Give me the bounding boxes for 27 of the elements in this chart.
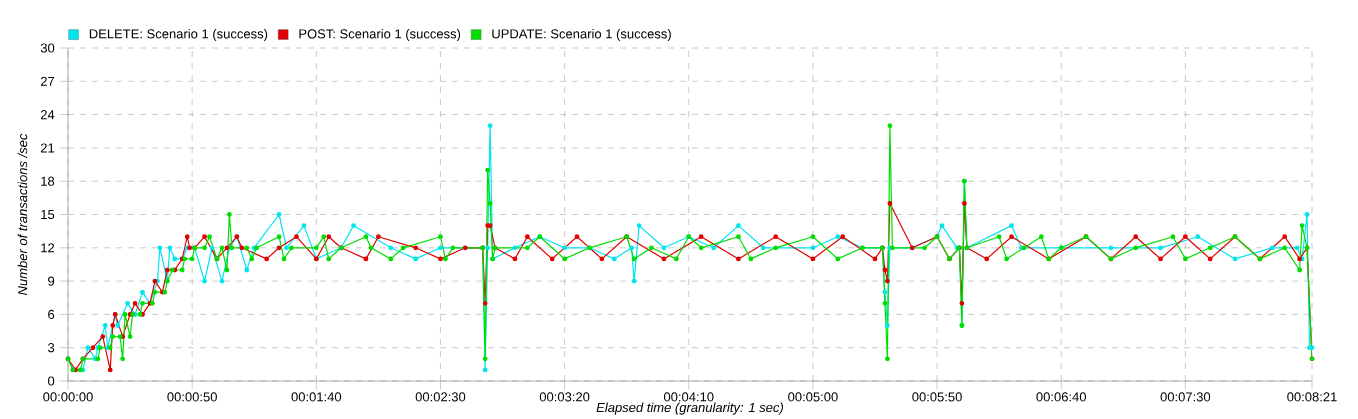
legend-label: UPDATE: Scenario 1 (success) — [492, 28, 671, 42]
legend-label: POST: Scenario 1 (success) — [299, 28, 461, 42]
x-tick-label: 00:07:30 — [1160, 392, 1211, 402]
y-tick-label: 0 — [48, 376, 55, 386]
x-tick-label: 00:05:00 — [788, 392, 838, 402]
y-tick-label: 24 — [40, 110, 55, 120]
y-tick-label: 9 — [48, 276, 55, 286]
y-tick-label: 15 — [41, 209, 55, 220]
x-tick-label: 00:04:10 — [663, 392, 714, 402]
x-tick-label: 00:02:30 — [415, 392, 466, 402]
x-tick-label: 00:00:50 — [167, 392, 217, 402]
y-axis-title: Number of transactions /sec — [17, 133, 28, 296]
x-tick-label: 00:01:40 — [291, 392, 342, 402]
x-tick-label: 00:08:21 — [1287, 392, 1337, 402]
y-tick-label: 18 — [41, 176, 55, 186]
x-tick-label: 00:03:20 — [539, 392, 590, 402]
x-axis-title: Elapsed time (granularity: 1 sec) — [596, 402, 783, 415]
y-tick-label: 30 — [40, 43, 55, 53]
x-tick-label: 00:00:00 — [43, 392, 93, 402]
y-tick-label: 12 — [41, 243, 55, 253]
y-tick-label: 27 — [40, 76, 55, 86]
x-tick-label: 00:06:40 — [1036, 392, 1086, 402]
y-tick-label: 21 — [40, 143, 55, 153]
y-tick-label: 3 — [48, 343, 55, 353]
x-tick-label: 00:05:50 — [912, 392, 962, 402]
y-tick-label: 6 — [48, 309, 55, 319]
legend-label: DELETE: Scenario 1 (success) — [89, 28, 268, 42]
